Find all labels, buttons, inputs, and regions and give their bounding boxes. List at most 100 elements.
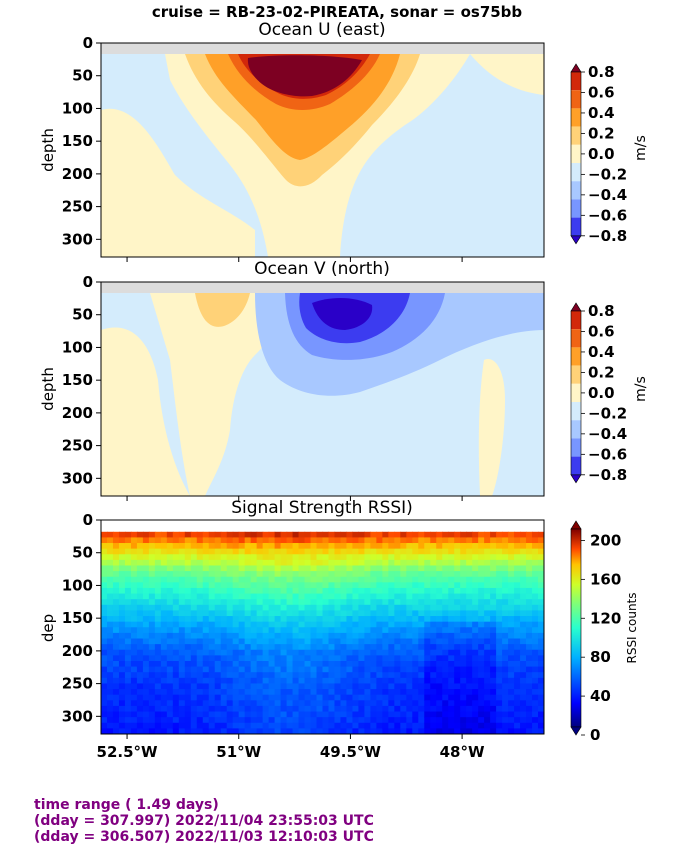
rssi-cell (400, 722, 407, 729)
rssi-cell (154, 638, 162, 645)
rssi-cell (514, 632, 521, 640)
rssi-cell (101, 599, 108, 606)
rssi-cell (340, 672, 348, 679)
rssi-cell (406, 660, 413, 668)
rssi-cell (358, 587, 366, 595)
rssi-cell (520, 604, 527, 612)
rssi-cell (502, 694, 509, 701)
rssi-cell (250, 666, 258, 673)
rssi-cell (166, 576, 174, 583)
rssi-cell (280, 627, 288, 634)
rssi-cell (101, 666, 108, 673)
rssi-cell (484, 632, 491, 640)
rssi-cell (310, 649, 318, 656)
rssi-cell (502, 565, 509, 572)
rssi-cell (454, 554, 461, 561)
rssi-cell (178, 677, 186, 685)
rssi-cell (526, 638, 533, 645)
rssi-cell (436, 683, 443, 690)
rssi-cell (142, 632, 150, 640)
y-tick-label: 300 (62, 230, 93, 248)
rssi-cell (274, 548, 282, 555)
rssi-cell (436, 717, 443, 724)
rssi-cell (328, 531, 336, 538)
rssi-cell (106, 694, 114, 701)
rssi-cell (520, 717, 527, 724)
rssi-cell (316, 627, 324, 634)
rssi-cell (262, 717, 270, 724)
rssi-cell (160, 587, 168, 595)
rssi-cell (172, 632, 180, 640)
rssi-cell (454, 638, 461, 645)
rssi-cell (220, 722, 228, 729)
rssi-cell (478, 677, 485, 685)
v-colorbar-label: m/s (633, 376, 649, 402)
rssi-cell (286, 711, 294, 718)
rssi-cell (190, 700, 198, 707)
x-tick-label: 52.5°W (97, 743, 159, 761)
rssi-cell (424, 559, 431, 567)
rssi-cell (484, 531, 491, 538)
rssi-cell (484, 548, 491, 555)
rssi-cell (322, 728, 330, 734)
rssi-cell (292, 689, 300, 696)
rssi-cell (250, 700, 258, 707)
rssi-cell (520, 531, 527, 538)
rssi-cell (142, 722, 150, 729)
rssi-cell (160, 677, 168, 685)
rssi-cell (358, 571, 366, 578)
rssi-cell (196, 554, 204, 561)
rssi-cell (118, 655, 126, 662)
rssi-cell (412, 610, 419, 617)
rssi-cell (400, 649, 407, 656)
rssi-cell (352, 638, 360, 645)
rssi-cell (124, 694, 132, 701)
rssi-cell (328, 728, 336, 734)
rssi-cell (466, 649, 473, 656)
rssi-cell (256, 700, 264, 707)
rssi-cell (388, 672, 395, 679)
rssi-cell (280, 582, 288, 589)
rssi-cell (202, 587, 210, 595)
rssi-cell (268, 587, 276, 595)
rssi-cell (484, 587, 491, 595)
rssi-cell (388, 604, 395, 612)
rssi-cell (310, 531, 318, 538)
rssi-cell (418, 672, 425, 679)
rssi-cell (460, 677, 467, 685)
rssi-cell (538, 599, 544, 606)
rssi-cell (538, 644, 544, 651)
rssi-cell (388, 610, 395, 617)
rssi-cell (454, 616, 461, 623)
rssi-cell (256, 694, 264, 701)
rssi-cell (442, 587, 449, 595)
rssi-cell (472, 621, 479, 628)
rssi-cell (514, 649, 521, 656)
rssi-cell (424, 582, 431, 589)
rssi-cell (232, 565, 240, 572)
rssi-cell (154, 655, 162, 662)
rssi-cell (196, 728, 204, 734)
rssi-cell (454, 548, 461, 555)
rssi-cell (502, 683, 509, 690)
rssi-cell (508, 576, 515, 583)
rssi-cell (148, 666, 156, 673)
rssi-cell (424, 627, 431, 634)
rssi-cell (520, 599, 527, 606)
rssi-cell (526, 616, 533, 623)
rssi-cell (238, 700, 246, 707)
rssi-cell (334, 694, 342, 701)
rssi-cell (220, 599, 228, 606)
rssi-cell (526, 537, 533, 544)
rssi-cell (160, 655, 168, 662)
rssi-cell (136, 728, 144, 734)
rssi-cell (286, 548, 294, 555)
rssi-cell (148, 548, 156, 555)
rssi-cell (424, 632, 431, 640)
rssi-cell (148, 554, 156, 561)
rssi-cell (184, 694, 192, 701)
rssi-cell (388, 543, 395, 550)
rssi-cell (238, 689, 246, 696)
rssi-cell (394, 717, 401, 724)
rssi-cell (166, 616, 174, 623)
